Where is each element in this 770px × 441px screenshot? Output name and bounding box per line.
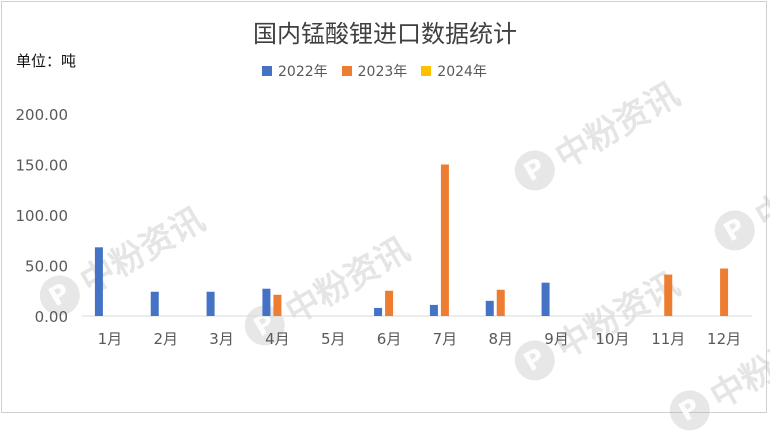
legend-item: 2023年: [341, 61, 408, 81]
bar: [385, 290, 394, 316]
x-tick-label: 5月: [321, 330, 346, 348]
bar: [429, 304, 438, 316]
x-tick-label: 6月: [377, 330, 402, 348]
x-tick-label: 4月: [265, 330, 290, 348]
legend-swatch: [262, 66, 272, 76]
x-tick-label: 3月: [209, 330, 234, 348]
bar: [664, 274, 673, 316]
unit-label: 单位：吨: [16, 52, 77, 70]
bar: [440, 164, 449, 316]
bar: [374, 307, 383, 316]
x-tick-label: 8月: [488, 330, 513, 348]
y-tick-label: 150.00: [16, 157, 69, 175]
chart-frame: [1, 1, 767, 413]
x-tick-label: 2月: [153, 330, 178, 348]
x-tick-label: 1月: [98, 330, 123, 348]
y-tick-label: 200.00: [16, 106, 69, 124]
bar: [496, 289, 505, 316]
legend-swatch: [341, 66, 352, 76]
legend: 2022年 2023年 2024年: [262, 61, 487, 81]
bar: [206, 291, 215, 316]
bar: [720, 268, 729, 316]
bar: [485, 300, 494, 316]
y-tick-label: 50.00: [25, 258, 68, 276]
bar: [273, 294, 282, 316]
legend-label: 2023年: [357, 64, 408, 80]
bar: [150, 291, 159, 316]
y-tick-label: 100.00: [16, 207, 69, 225]
legend-label: 2022年: [278, 64, 328, 80]
bar: [541, 282, 550, 316]
x-tick-label: 12月: [707, 330, 741, 348]
x-tick-label: 9月: [544, 330, 569, 348]
legend-item: 2022年: [262, 61, 328, 81]
x-tick-label: 7月: [433, 330, 458, 348]
legend-label: 2024年: [437, 64, 487, 80]
chart-title: 国内锰酸锂进口数据统计: [253, 20, 517, 48]
bar: [94, 247, 103, 316]
legend-swatch: [421, 66, 432, 76]
x-tick-label: 10月: [595, 330, 629, 348]
bar: [262, 288, 271, 316]
x-tick-label: 11月: [651, 330, 685, 348]
chart-plot: 0.00 50.00 100.00 150.00 200.00 1月 2月 3月 4月 5月 6月 7…: [16, 106, 752, 348]
y-tick-label: 0.00: [35, 308, 68, 326]
legend-item: 2024年: [421, 61, 487, 81]
